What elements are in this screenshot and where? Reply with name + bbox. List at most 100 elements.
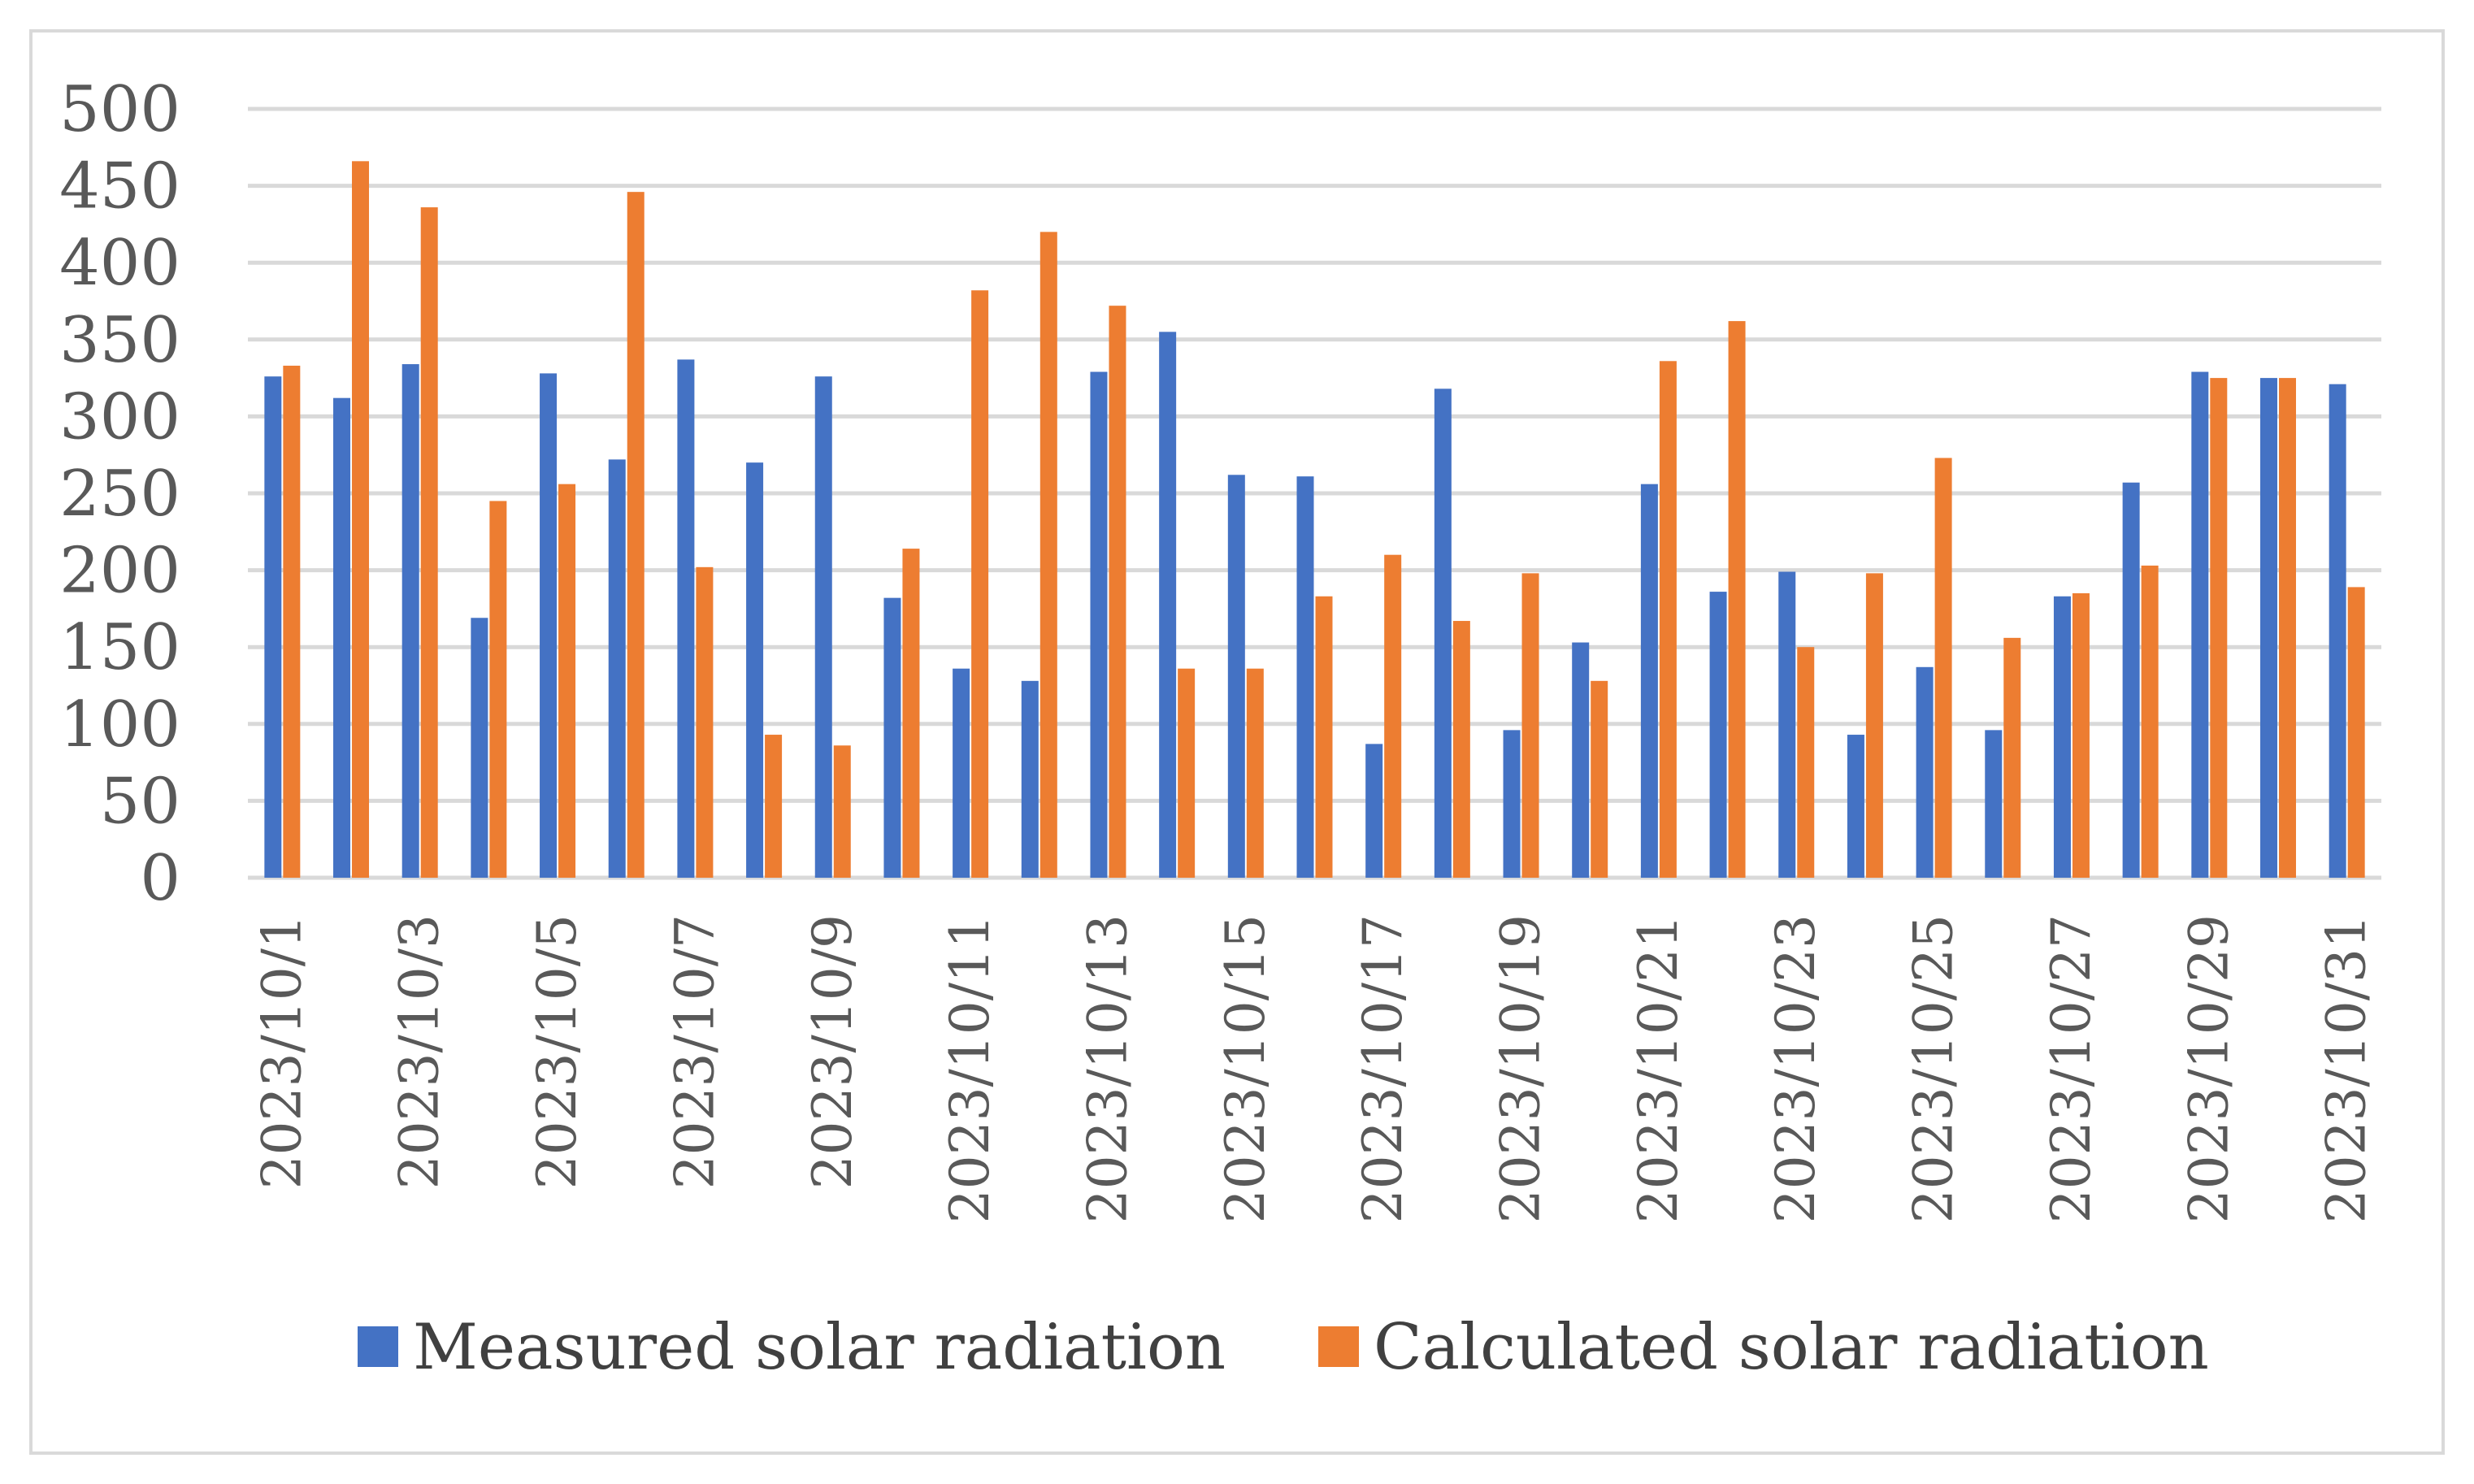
- bar-measured-3: [401, 364, 419, 878]
- bar-calculated-26: [2003, 637, 2021, 878]
- x-tick-label: 2023/10/25: [1903, 914, 1965, 1223]
- bar-measured-21: [1640, 484, 1658, 878]
- bar-calculated-31: [2347, 587, 2365, 878]
- bar-measured-31: [2329, 384, 2346, 879]
- bar-calculated-12: [1040, 232, 1057, 878]
- bar-measured-22: [1709, 592, 1727, 878]
- x-tick-label: 2023/10/31: [2316, 914, 2378, 1223]
- bar-measured-18: [1434, 388, 1452, 878]
- bar-measured-2: [333, 397, 351, 878]
- bar-calculated-13: [1109, 306, 1126, 878]
- bar-calculated-2: [352, 161, 370, 878]
- bar-measured-8: [746, 462, 764, 878]
- bar-calculated-15: [1246, 668, 1264, 878]
- x-tick-label: 2023/10/1: [250, 914, 313, 1189]
- bar-measured-12: [1021, 680, 1039, 878]
- bar-measured-4: [471, 618, 488, 878]
- bar-calculated-5: [558, 484, 576, 878]
- y-tick-label: 350: [59, 304, 180, 377]
- x-tick-label: 2023/10/15: [1214, 914, 1277, 1223]
- bar-measured-15: [1227, 475, 1245, 878]
- bar-measured-9: [814, 376, 832, 878]
- x-tick-label: 2023/10/27: [2040, 914, 2103, 1223]
- x-tick-label: 2023/10/29: [2177, 914, 2240, 1223]
- y-tick-label: 400: [59, 227, 180, 300]
- x-tick-label: 2023/10/19: [1490, 914, 1552, 1223]
- x-tick-label: 2023/10/3: [388, 914, 451, 1189]
- bar-calculated-1: [283, 365, 301, 878]
- legend-swatch-calculated: [1318, 1326, 1359, 1367]
- y-tick-label: 150: [59, 611, 180, 684]
- y-tick-label: 500: [59, 73, 180, 146]
- bar-calculated-28: [2141, 565, 2159, 878]
- bar-measured-26: [1985, 730, 2003, 878]
- x-tick-label: 2023/10/11: [939, 914, 1001, 1223]
- legend: Measured solar radiation Calculated sola…: [358, 1311, 2209, 1384]
- bar-calculated-7: [696, 566, 714, 878]
- bar-calculated-17: [1384, 554, 1402, 878]
- bar-calculated-20: [1591, 680, 1608, 878]
- bar-calculated-30: [2278, 378, 2296, 879]
- bar-calculated-3: [420, 207, 438, 878]
- bar-calculated-25: [1934, 458, 1952, 878]
- bar-measured-30: [2259, 378, 2277, 879]
- bar-calculated-22: [1728, 321, 1746, 878]
- bar-measured-19: [1503, 730, 1521, 878]
- legend-swatch-measured: [358, 1326, 398, 1367]
- bar-calculated-19: [1521, 573, 1539, 878]
- bar-measured-23: [1778, 571, 1796, 878]
- bar-measured-14: [1159, 332, 1177, 879]
- x-tick-label: 2023/10/9: [801, 914, 864, 1189]
- bar-calculated-9: [833, 745, 851, 878]
- x-tick-label: 2023/10/13: [1076, 914, 1139, 1223]
- bar-measured-16: [1296, 476, 1314, 878]
- bars: [264, 161, 2365, 879]
- bar-measured-28: [2122, 482, 2140, 878]
- bar-measured-7: [677, 359, 695, 878]
- bar-measured-29: [2191, 371, 2209, 879]
- x-axis-ticks: 2023/10/1 2023/10/3 2023/10/5 2023/10/7 2023…: [250, 914, 2377, 1223]
- bar-measured-13: [1090, 371, 1108, 879]
- bar-measured-1: [264, 376, 282, 878]
- bar-calculated-23: [1797, 647, 1815, 878]
- bar-measured-10: [883, 597, 901, 878]
- bar-calculated-14: [1178, 668, 1196, 878]
- bar-calculated-8: [765, 735, 783, 878]
- y-tick-label: 200: [59, 535, 180, 608]
- bar-measured-20: [1572, 642, 1590, 878]
- y-tick-label: 50: [100, 765, 180, 838]
- bar-calculated-11: [971, 290, 989, 879]
- bar-measured-25: [1916, 666, 1934, 878]
- gridlines: [248, 106, 2381, 880]
- bar-calculated-24: [1865, 573, 1883, 878]
- y-tick-label: 450: [59, 150, 180, 223]
- x-tick-label: 2023/10/23: [1764, 914, 1827, 1223]
- y-tick-label: 300: [59, 380, 180, 453]
- x-tick-label: 2023/10/21: [1627, 914, 1690, 1223]
- bar-measured-6: [608, 459, 626, 878]
- bar-calculated-27: [2072, 592, 2090, 878]
- bar-measured-24: [1847, 735, 1864, 878]
- y-tick-label: 0: [140, 842, 180, 915]
- bar-measured-27: [2053, 596, 2071, 878]
- bar-measured-17: [1365, 744, 1383, 878]
- bar-calculated-18: [1452, 621, 1470, 878]
- x-tick-label: 2023/10/17: [1352, 914, 1414, 1223]
- legend-label-measured: Measured solar radiation: [413, 1311, 1226, 1384]
- bar-calculated-10: [902, 549, 920, 878]
- bar-measured-5: [540, 373, 558, 878]
- bar-measured-11: [953, 668, 970, 878]
- x-tick-label: 2023/10/5: [526, 914, 588, 1189]
- bar-calculated-4: [489, 501, 507, 878]
- y-tick-label: 100: [59, 688, 180, 762]
- legend-label-calculated: Calculated solar radiation: [1374, 1311, 2209, 1384]
- x-tick-label: 2023/10/7: [663, 914, 726, 1189]
- bar-calculated-21: [1659, 361, 1677, 879]
- bar-calculated-29: [2210, 378, 2228, 879]
- y-tick-label: 250: [59, 458, 180, 531]
- bar-calculated-16: [1315, 596, 1333, 878]
- bar-calculated-6: [627, 192, 645, 879]
